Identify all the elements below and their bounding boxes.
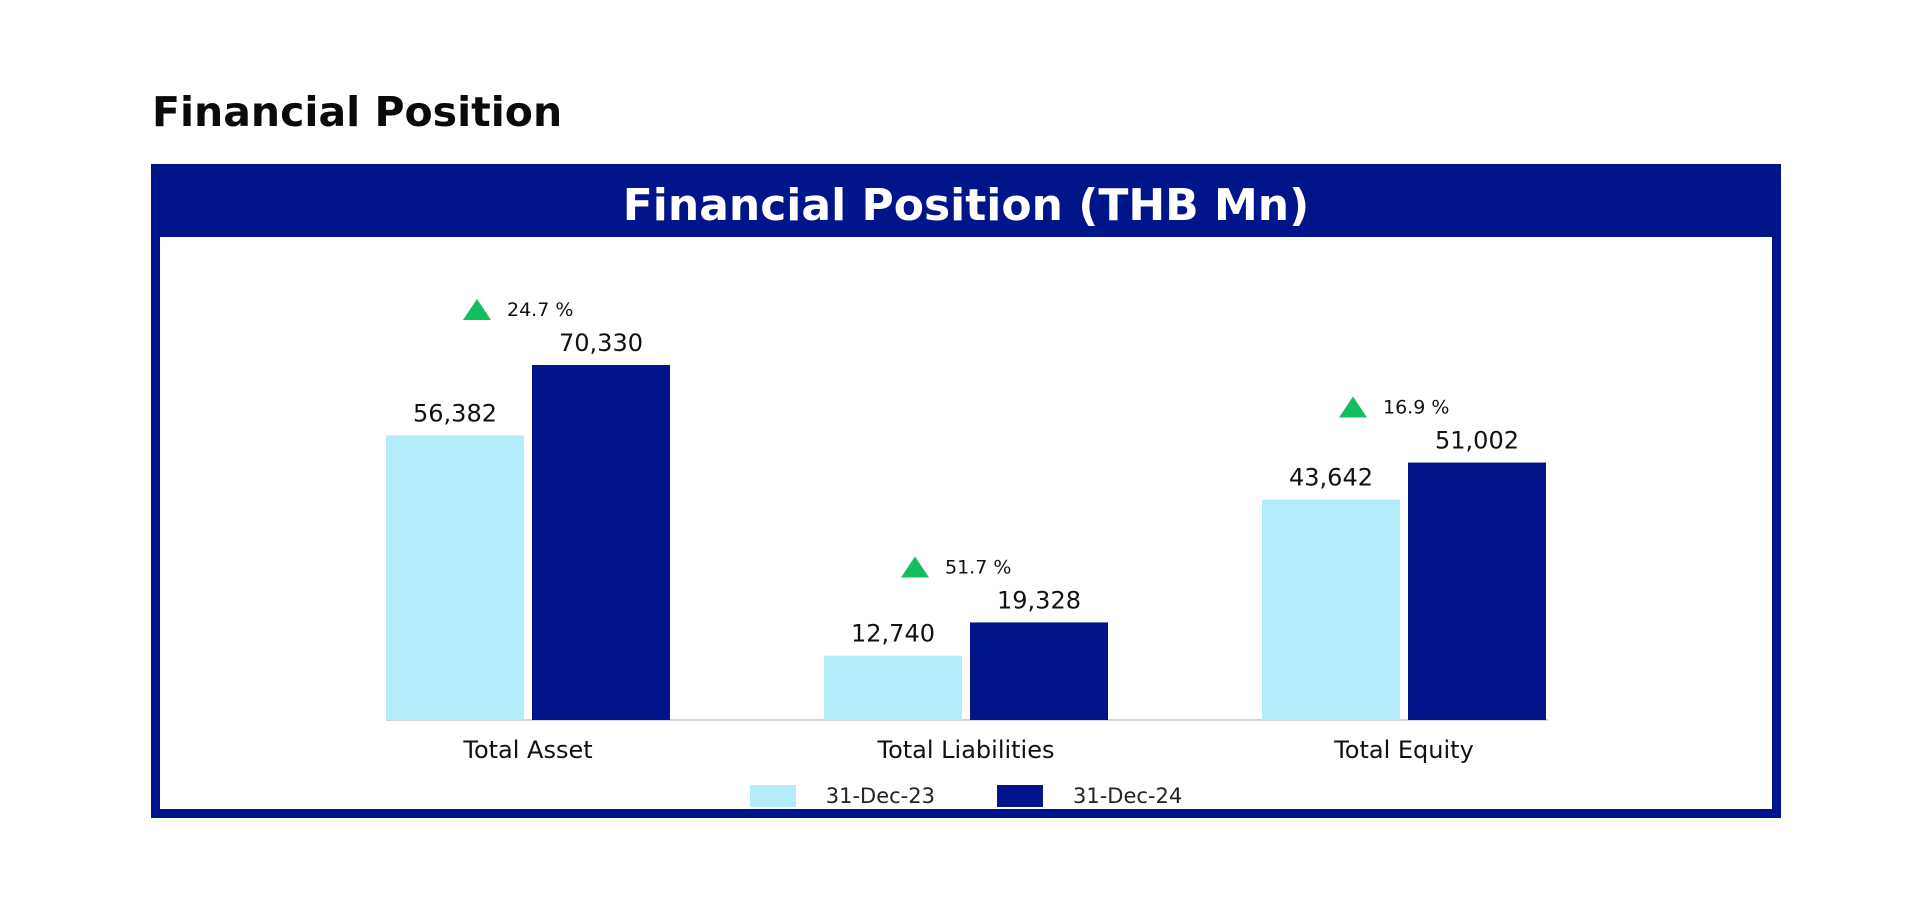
data-label: 51,002 [1435, 427, 1519, 455]
bar-2023 [1262, 499, 1400, 720]
up-triangle-icon [901, 556, 929, 578]
growth-label: 51.7 % [945, 556, 1011, 578]
chart-panel: Financial Position (THB Mn) 56,382 70,330… [151, 164, 1781, 818]
up-triangle-icon [1339, 396, 1367, 418]
data-label: 19,328 [997, 586, 1081, 614]
category-label: Total Asset [462, 736, 592, 764]
bar-2024 [532, 365, 670, 720]
legend-item-2024: 31-Dec-24 [997, 784, 1182, 808]
data-label: 70,330 [559, 329, 643, 357]
legend-item-2023: 31-Dec-23 [749, 784, 935, 808]
category-label: Total Equity [1333, 736, 1474, 764]
bar-2023 [824, 655, 962, 720]
data-label: 43,642 [1289, 464, 1373, 492]
legend-swatch-2023 [749, 785, 796, 807]
legend-swatch-2024 [997, 785, 1043, 807]
bar-2024 [970, 622, 1108, 720]
chart-legend: 31-Dec-23 31-Dec-24 [160, 784, 1772, 808]
category-label: Total Liabilities [876, 736, 1054, 764]
data-label: 56,382 [413, 399, 497, 427]
growth-label: 24.7 % [507, 299, 573, 321]
bar-chart: 56,382 70,330 Total Asset 24.7 % 12,740 19,32… [386, 299, 1548, 764]
legend-label-2024: 31-Dec-24 [1073, 784, 1183, 808]
up-triangle-icon [463, 299, 491, 320]
legend-label-2023: 31-Dec-23 [825, 784, 935, 808]
bar-2023 [386, 435, 524, 720]
page-heading: Financial Position [152, 88, 563, 136]
bar-2024 [1408, 462, 1546, 720]
growth-label: 16.9 % [1383, 397, 1449, 419]
chart-title: Financial Position (THB Mn) [160, 173, 1772, 237]
data-label: 12,740 [851, 620, 935, 648]
